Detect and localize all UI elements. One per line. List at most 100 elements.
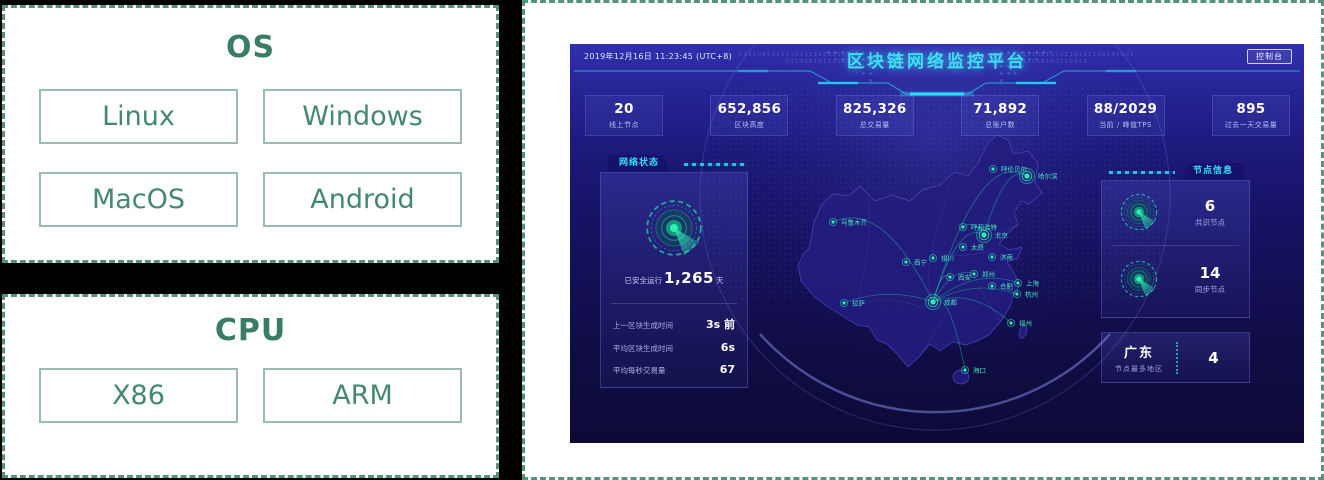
node-info-row: 6 共识节点 [1110, 181, 1241, 243]
node-label: 同步节点 [1195, 284, 1225, 294]
divider [611, 303, 737, 304]
map-city-node: 杭州 [1012, 289, 1038, 298]
network-link [932, 277, 1019, 303]
network-link [932, 299, 966, 371]
blockchain-dashboard: 呼伦贝尔 哈尔滨 乌鲁木齐 呼和浩特 北京 太原 济南 银川 西宁 西安 郑州 上海 合肥 杭州 拉萨 成都福… [570, 44, 1304, 443]
svg-text:哈尔滨: 哈尔滨 [1038, 171, 1058, 180]
network-status-panel: 网络状态 已安全运行 1,265 天 上一区块生成时间 3s 前 平均区块生成时间 … [600, 155, 748, 388]
os-option-android[interactable]: Android [263, 172, 462, 227]
network-links [832, 171, 1028, 371]
node-stat: 6 共识节点 [1195, 197, 1225, 228]
network-stat-row: 上一区块生成时间 3s 前 [613, 316, 735, 332]
stat-value: 88/2029 [1093, 101, 1158, 117]
svg-text:合肥: 合肥 [1000, 281, 1014, 290]
uptime-text: 已安全运行 1,265 天 [601, 269, 747, 287]
binary-decoration-right: 0101001010110101110101001011010101110010 [1018, 52, 1136, 65]
map-city-node: 乌鲁木齐 [828, 217, 868, 226]
network-link [962, 223, 985, 236]
os-button-grid: Linux Windows MacOS Android [5, 89, 496, 227]
top-region-card: 广东 节点最多地区 4 [1101, 332, 1250, 383]
stat-card-online-nodes: 20 线上节点 [585, 95, 663, 136]
uptime-value: 1,265 [664, 269, 714, 287]
region-node-count: 4 [1208, 348, 1219, 367]
row-value: 3s 前 [705, 318, 735, 331]
header-decoration [574, 69, 1300, 97]
svg-text:郑州: 郑州 [982, 270, 995, 278]
row-label: 平均区块生成时间 [613, 344, 673, 353]
map-city-node: 呼伦贝尔 [988, 164, 1028, 173]
dashboard-title: 区块链网络监控平台 [847, 52, 1027, 72]
taiwan-island [1018, 325, 1028, 339]
hainan-island [952, 369, 970, 385]
os-option-linux[interactable]: Linux [39, 89, 238, 144]
region-label: 节点最多地区 [1115, 364, 1163, 373]
map-city-node: 合肥 [987, 281, 1014, 290]
dotted-line-decoration [684, 163, 746, 166]
row-value: 6s [720, 341, 735, 354]
stat-card-total-accounts: 71,892 总账户数 [961, 95, 1040, 136]
map-city-node: 福州 [1006, 318, 1032, 327]
cpu-option-x86[interactable]: X86 [39, 368, 238, 423]
row-label: 平均每秒交易量 [613, 366, 666, 375]
map-city-node: 海口 [960, 365, 986, 374]
network-link [832, 217, 934, 303]
map-city-node: 成都 [924, 293, 958, 311]
cpu-option-arm[interactable]: ARM [263, 368, 462, 423]
svg-text:北京: 北京 [995, 230, 1009, 239]
dotted-divider [1176, 341, 1178, 374]
svg-text:乌鲁木齐: 乌鲁木齐 [841, 217, 868, 226]
network-status-tab: 网络状态 [608, 155, 670, 172]
os-option-windows[interactable]: Windows [263, 89, 462, 144]
region-name: 广东 [1123, 345, 1154, 361]
map-city-node: 哈尔滨 [1018, 167, 1058, 185]
network-link [932, 171, 1028, 303]
svg-text:西宁: 西宁 [914, 257, 928, 266]
os-group-title: OS [225, 30, 276, 65]
uptime-prefix: 已安全运行 [624, 276, 663, 285]
map-city-node: 西安 [945, 272, 972, 281]
node-info-body: 6 共识节点 14 同步节点 [1101, 180, 1250, 318]
network-link [932, 287, 1018, 303]
map-city-node: 郑州 [969, 269, 995, 278]
stats-row: 20 线上节点 652,856 区块高度 825,326 总交易量 71,892… [585, 95, 1290, 136]
node-stat: 14 同步节点 [1195, 264, 1225, 295]
stat-label: 过去一天交易量 [1224, 121, 1278, 129]
uptime-suffix: 天 [715, 276, 724, 285]
row-value: 67 [719, 363, 735, 376]
datetime-label: 2019年12月16日 11:23:45 (UTC+8) [584, 52, 733, 61]
console-button[interactable]: 控制台 [1247, 49, 1292, 64]
region-info: 广东 节点最多地区 [1102, 342, 1176, 374]
row-label: 上一区块生成时间 [613, 321, 673, 330]
map-city-node: 上海 [1013, 278, 1040, 287]
stat-label: 线上节点 [609, 121, 639, 129]
svg-text:杭州: 杭州 [1025, 289, 1038, 298]
svg-text:成都: 成都 [944, 297, 958, 306]
node-label: 共识节点 [1195, 217, 1225, 227]
stat-value: 652,856 [717, 101, 782, 117]
stat-card-daily-transactions: 895 过去一天交易量 [1211, 95, 1290, 136]
svg-text:上海: 上海 [1026, 278, 1040, 287]
radar-icon [645, 199, 703, 257]
stat-value: 895 [1236, 101, 1266, 117]
node-info-tab: 节点信息 [1181, 163, 1244, 180]
svg-text:银川: 银川 [941, 253, 954, 262]
map-city-node: 银川 [928, 253, 954, 262]
svg-text:西安: 西安 [958, 272, 972, 281]
stat-card-block-height: 652,856 区块高度 [710, 95, 789, 136]
os-option-group: OS Linux Windows MacOS Android [2, 5, 499, 263]
svg-text:济南: 济南 [1000, 252, 1014, 261]
map-city-node: 太原 [958, 242, 985, 251]
cpu-group-title: CPU [214, 313, 287, 348]
cpu-button-grid: X86 ARM [5, 368, 496, 423]
radar-icon [1120, 260, 1158, 298]
map-city-node: 呼和浩特 [958, 222, 998, 231]
network-stat-row: 平均每秒交易量 67 [613, 363, 735, 376]
dotted-line-decoration [1109, 171, 1175, 174]
svg-text:太原: 太原 [971, 242, 985, 251]
network-stat-row: 平均区块生成时间 6s [613, 341, 735, 354]
os-option-macos[interactable]: MacOS [39, 172, 238, 227]
stat-label: 总交易量 [859, 121, 890, 129]
binary-decoration-left: 0101001010110101110101001011010101110010 [738, 52, 856, 65]
node-count: 14 [1199, 263, 1221, 282]
